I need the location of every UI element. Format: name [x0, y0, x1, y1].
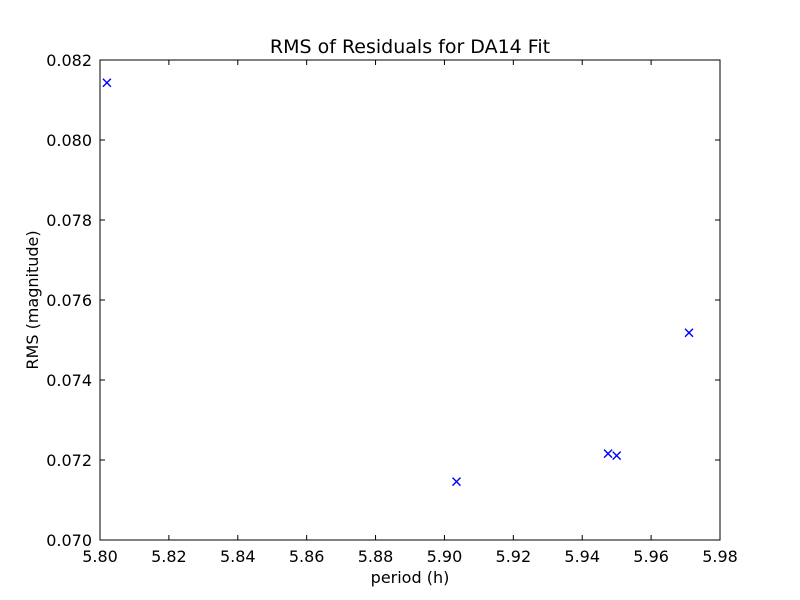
- axis-ticks: 5.80 5.82 5.84 5.86 5.88 5.90 5.92 5.94 5.96 5.98…: [46, 51, 738, 566]
- x-tick-label: 5.98: [702, 547, 738, 566]
- plot-frame: [99, 59, 721, 541]
- data-point: [603, 449, 613, 459]
- data-point: [452, 477, 461, 487]
- data-points: [102, 78, 694, 487]
- data-point: [612, 451, 622, 461]
- y-tick-label: 0.072: [46, 451, 92, 470]
- x-tick-label: 5.80: [82, 547, 118, 566]
- x-tick-label: 5.88: [358, 547, 394, 566]
- y-tick-label: 0.076: [46, 291, 92, 310]
- x-tick-label: 5.84: [220, 547, 256, 566]
- chart-title: RMS of Residuals for DA14 Fit: [270, 36, 550, 58]
- y-tick-label: 0.080: [46, 131, 92, 150]
- x-tick-label: 5.86: [289, 547, 325, 566]
- y-tick-label: 0.074: [46, 371, 92, 390]
- x-tick-label: 5.92: [496, 547, 532, 566]
- data-point: [102, 78, 112, 88]
- data-point: [684, 328, 694, 338]
- y-tick-label: 0.078: [46, 211, 92, 230]
- y-tick-label: 0.070: [46, 531, 92, 550]
- x-tick-label: 5.94: [564, 547, 600, 566]
- y-tick-label: 0.082: [46, 51, 92, 70]
- x-tick-label: 5.90: [427, 547, 463, 566]
- y-axis-label: RMS (magnitude): [23, 230, 42, 369]
- x-axis-label: period (h): [371, 568, 450, 587]
- x-tick-label: 5.82: [151, 547, 187, 566]
- x-tick-label: 5.96: [633, 547, 669, 566]
